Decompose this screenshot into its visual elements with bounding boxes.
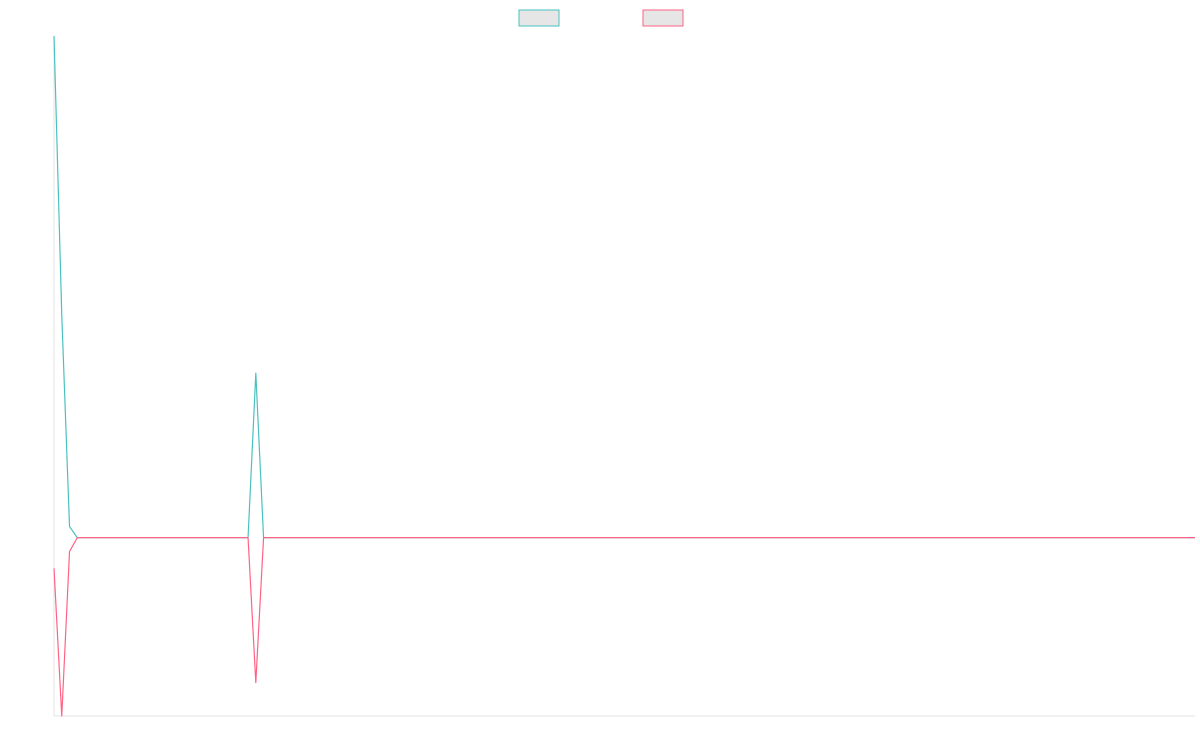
series-lines xyxy=(53,35,1195,717)
legend-swatch-1[interactable] xyxy=(518,9,560,27)
legend[interactable] xyxy=(518,9,684,27)
legend-swatch-2[interactable] xyxy=(642,9,684,27)
axes xyxy=(53,36,1195,717)
legend-item-2[interactable] xyxy=(642,9,684,27)
legend-item-1[interactable] xyxy=(518,9,560,27)
series-line-1 xyxy=(53,35,1195,539)
series-line-2 xyxy=(53,537,1195,717)
